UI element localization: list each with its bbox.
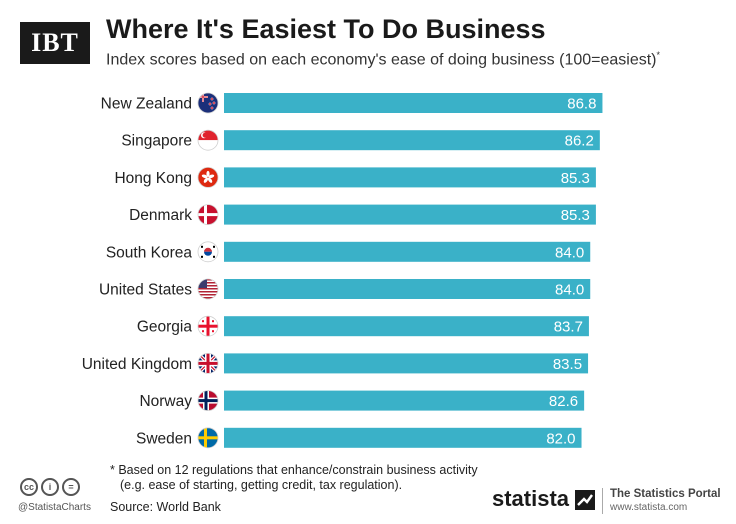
category-label: Norway [139, 393, 192, 410]
value-label: 83.5 [553, 356, 582, 373]
subtitle-footnote-mark: * [656, 50, 661, 60]
category-label: Georgia [137, 319, 193, 336]
value-label: 85.3 [561, 207, 590, 224]
bar [224, 204, 596, 225]
bar [224, 390, 585, 411]
footnote: * Based on 12 regulations that enhance/c… [110, 463, 478, 493]
footnote-line-1: * Based on 12 regulations that enhance/c… [110, 463, 478, 477]
category-label: Sweden [136, 430, 192, 447]
hong-kong-flag-icon [197, 167, 219, 188]
category-label: United Kingdom [82, 356, 192, 373]
statista-logo-icon [575, 490, 595, 510]
category-label: New Zealand [101, 96, 192, 113]
bar [224, 241, 591, 262]
value-label: 84.0 [555, 282, 584, 299]
bar [224, 353, 589, 374]
value-label: 82.0 [546, 430, 575, 447]
value-label: 84.0 [555, 244, 584, 261]
category-label: South Korea [106, 244, 193, 261]
value-label: 82.6 [549, 393, 578, 410]
bar [224, 316, 589, 337]
attribution-icon: i [41, 478, 59, 496]
bar [224, 427, 582, 448]
subtitle-text: Index scores based on each economy's eas… [106, 51, 657, 69]
georgia-flag-icon [197, 315, 219, 337]
chart-title: Where It's Easiest To Do Business [106, 14, 546, 44]
norway-flag-icon [197, 390, 219, 412]
ibt-logo: IBT [20, 22, 90, 64]
value-label: 83.7 [554, 319, 583, 336]
category-label: Denmark [129, 207, 192, 224]
united-states-flag-icon [197, 278, 219, 300]
chart-subtitle: Index scores based on each economy's eas… [106, 50, 660, 69]
bar [224, 279, 591, 299]
bar [224, 93, 603, 113]
singapore-flag-icon [197, 129, 219, 151]
united-kingdom-flag-icon [197, 352, 219, 374]
value-label: 86.8 [567, 96, 596, 113]
new-zealand-flag-icon [197, 92, 219, 114]
bar [224, 130, 600, 151]
source-note: Source: World Bank [110, 500, 221, 514]
bar-chart: New Zealand 86.8 Singapore 86.2 Hong Kong 85.… [82, 92, 603, 449]
denmark-flag-icon [197, 204, 219, 226]
category-label: Singapore [121, 133, 192, 150]
portal-title: The Statistics Portal [610, 488, 721, 500]
creative-commons-icon: cc [20, 478, 38, 496]
south-korea-flag-icon [197, 241, 219, 263]
statista-handle: @StatistaCharts [18, 502, 91, 513]
portal-url: www.statista.com [610, 502, 688, 513]
category-label: Hong Kong [114, 170, 192, 187]
value-label: 86.2 [565, 133, 594, 150]
bar [224, 167, 596, 188]
no-derivatives-icon: = [62, 478, 80, 496]
license-icons: cc i = [20, 478, 80, 496]
brand-divider [602, 488, 603, 514]
statista-wordmark: statista [492, 486, 570, 511]
sweden-flag-icon [197, 427, 219, 449]
footnote-line-2: (e.g. ease of starting, getting credit, … [120, 478, 403, 492]
value-label: 85.3 [561, 170, 590, 187]
category-label: United States [99, 282, 192, 299]
